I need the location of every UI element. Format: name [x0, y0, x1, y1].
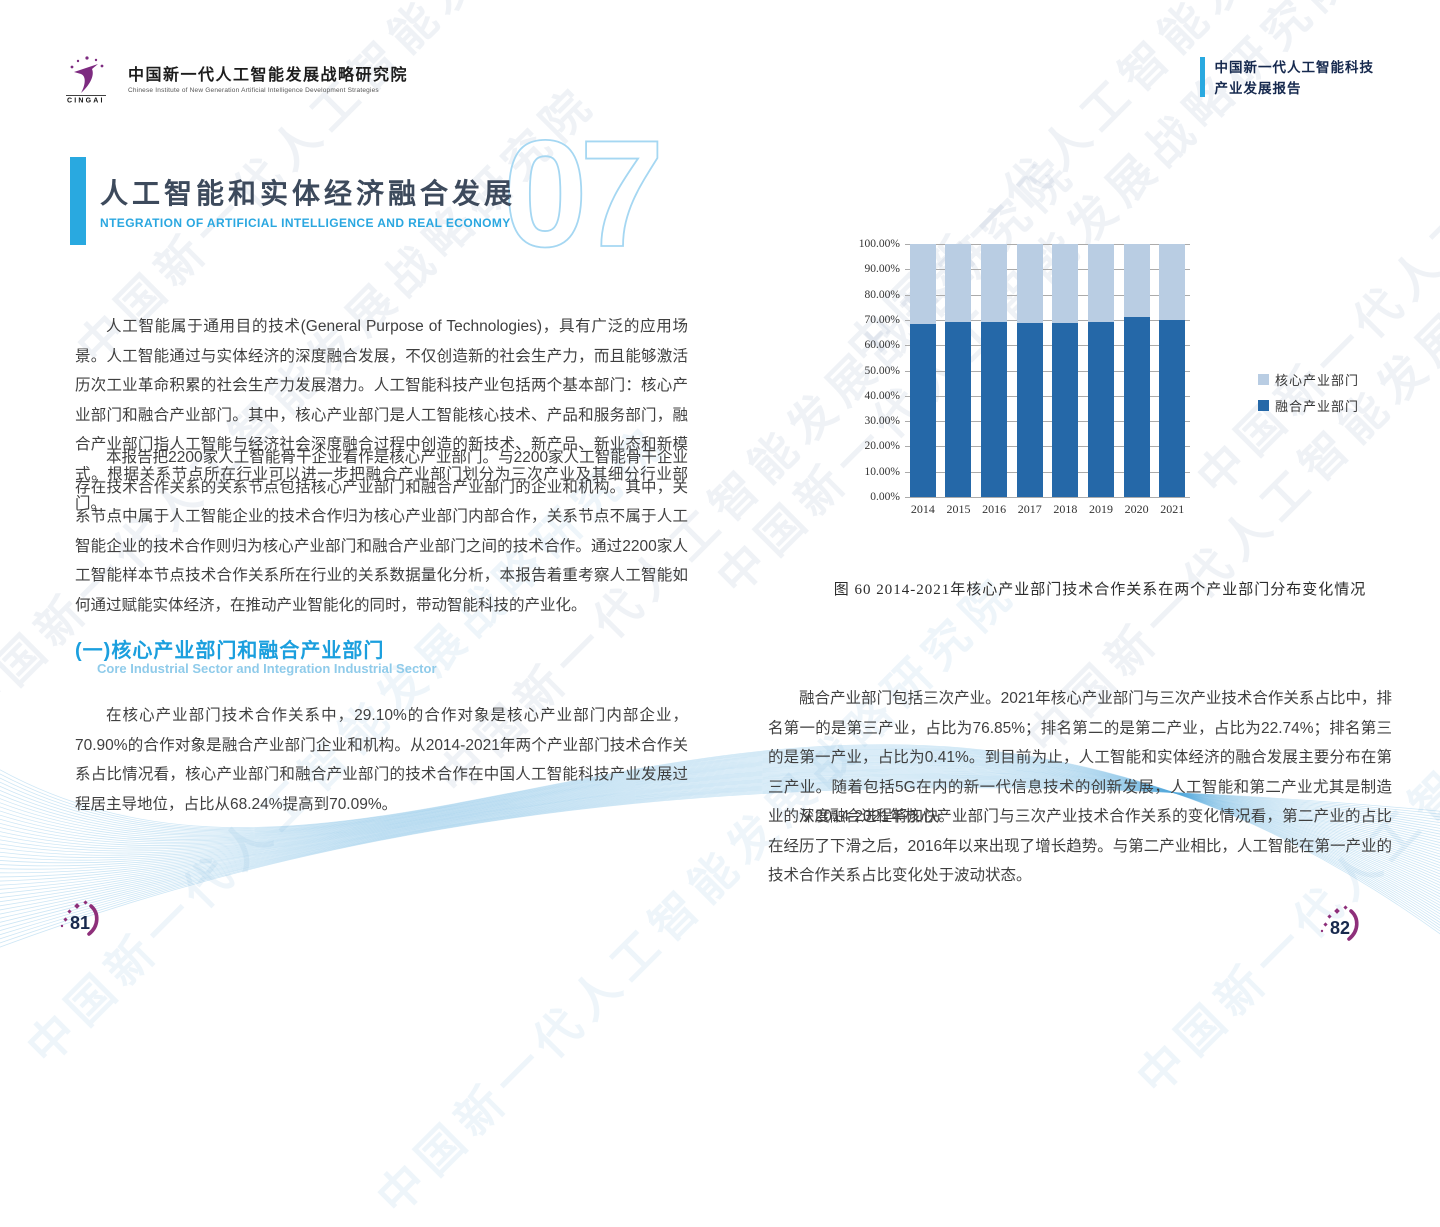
gridline	[905, 244, 1190, 245]
bar-2016	[981, 244, 1008, 497]
section-heading: (一)核心产业部门和融合产业部门	[75, 640, 385, 662]
svg-text:81: 81	[70, 913, 90, 933]
y-axis-tick-label: 0.00%	[870, 491, 900, 503]
bar-2020	[1123, 244, 1150, 497]
bar-segment	[1016, 244, 1043, 324]
bar-2017	[1016, 244, 1043, 497]
bar-segment	[1087, 244, 1114, 322]
x-axis-tick-label: 2018	[1053, 502, 1078, 516]
legend-item: 核心产业部门	[1258, 370, 1359, 389]
svg-text:82: 82	[1330, 918, 1350, 938]
bar-segment	[1159, 244, 1186, 320]
bar-2014	[909, 244, 936, 497]
institute-name-cn: 中国新一代人工智能发展战略研究院	[128, 67, 409, 84]
gridline	[905, 370, 1190, 372]
page-number-81: 81	[58, 898, 108, 947]
gridline	[905, 421, 1190, 423]
stacked-bar-chart: 100.00% 90.00% 80.00% 70.00% 60.00% 50.00% 40.…	[858, 236, 1378, 528]
bar-2019	[1087, 244, 1114, 497]
svg-text:CINGAI: CINGAI	[67, 98, 105, 104]
bar-segment	[981, 322, 1008, 497]
bar-segment	[1123, 244, 1150, 318]
legend-label: 融合产业部门	[1275, 399, 1360, 414]
legend-swatch	[1258, 374, 1269, 385]
y-axis-tick-label: 100.00%	[858, 238, 900, 250]
bar-segment	[1159, 319, 1186, 497]
gridline	[905, 294, 1190, 296]
gridline	[905, 269, 1190, 271]
x-axis-tick-label: 2017	[1017, 502, 1042, 516]
bar-segment	[1052, 322, 1079, 497]
bar-segment	[1123, 317, 1150, 497]
y-axis-tick-label: 10.00%	[864, 465, 900, 478]
y-axis-tick-label: 20.00%	[864, 440, 900, 453]
gridline	[905, 395, 1190, 397]
bar-2015	[945, 244, 972, 497]
report-title-block: 中国新一代人工智能科技 产业发展报告	[1199, 57, 1375, 99]
y-axis-tick-label: 50.00%	[864, 364, 900, 377]
chart-plot-area: 100.00% 90.00% 80.00% 70.00% 60.00% 50.00% 40.…	[859, 238, 1190, 516]
x-axis-tick-label: 2019	[1088, 502, 1113, 516]
legend-swatch	[1258, 400, 1269, 411]
bar-segment	[945, 322, 972, 497]
figure-caption: 图 60 2014-2021年核心产业部门技术合作关系在两个产业部门分布变化情况	[833, 582, 1367, 598]
bar-segment	[1052, 244, 1079, 323]
bar-segment	[1087, 321, 1114, 497]
gridline	[905, 446, 1190, 448]
chart-legend: 核心产业部门 融合产业部门	[1258, 370, 1359, 422]
gridline	[905, 319, 1190, 321]
bar-segment	[909, 324, 936, 497]
x-axis-tick-label: 2016	[982, 502, 1007, 516]
bar-segment	[909, 244, 936, 325]
paragraph: 融合产业部门包括三次产业。2021年核心产业部门与三次产业技术合作关系占比中，排…	[768, 690, 1392, 825]
report-title-line1: 中国新一代人工智能科技	[1214, 60, 1374, 75]
y-axis-tick-label: 60.00%	[864, 339, 900, 352]
legend-item: 融合产业部门	[1258, 396, 1359, 415]
y-axis-tick-label: 30.00%	[864, 415, 900, 428]
legend-label: 核心产业部门	[1275, 373, 1360, 388]
chapter-subtitle: NTEGRATION OF ARTIFICIAL INTELLIGENCE AN…	[100, 216, 511, 230]
bar-segment	[981, 244, 1008, 323]
gridline	[905, 345, 1190, 347]
paragraph: 人工智能属于通用目的技术(General Purpose of Technolo…	[75, 318, 688, 512]
y-axis-tick-label: 70.00%	[864, 313, 900, 326]
y-axis-tick-label: 80.00%	[864, 288, 900, 301]
paragraph: 从2014-2021年核心产业部门与三次产业技术合作关系的变化情况看，第二产业的…	[768, 808, 1392, 884]
y-axis-tick-label: 40.00%	[864, 389, 900, 402]
y-axis-tick-label: 90.00%	[864, 263, 900, 276]
institute-logo-block: CINGAI 中国新一代人工智能发展战略研究院 Chinese Institut…	[62, 55, 408, 103]
gridline	[905, 471, 1190, 473]
section-subheading: Core Industrial Sector and Integration I…	[97, 661, 437, 676]
paragraph: 在核心产业部门技术合作关系中，29.10%的合作对象是核心产业部门内部企业，70…	[75, 707, 688, 813]
gridline	[905, 497, 1190, 498]
x-axis-tick-label: 2015	[946, 502, 971, 516]
x-axis-tick-label: 2014	[910, 502, 935, 516]
svg-text:07: 07	[503, 126, 658, 256]
bar-segment	[1016, 323, 1043, 497]
bar-2018	[1052, 244, 1079, 497]
paragraph: 本报告把2200家人工智能骨干企业看作是核心产业部门。与2200家人工智能骨干企…	[75, 449, 688, 614]
chapter-number: 07	[502, 108, 678, 280]
report-title-line2: 产业发展报告	[1214, 81, 1302, 96]
chapter-accent-bar	[70, 157, 86, 245]
bar-segment	[945, 244, 972, 323]
watermark-text: 中国新一代人工智能发展战略研究院	[367, 564, 1027, 1224]
page-number-82: 82	[1318, 903, 1368, 952]
x-axis-tick-label: 2020	[1124, 502, 1149, 516]
cingai-logo-icon: CINGAI	[66, 56, 106, 104]
header-accent-bar	[1199, 57, 1205, 97]
institute-name-en: Chinese Institute of New Generation Arti…	[128, 87, 379, 94]
chapter-title: 人工智能和实体经济融合发展	[100, 178, 517, 209]
bar-2021	[1159, 244, 1186, 497]
x-axis-tick-label: 2021	[1160, 502, 1185, 516]
